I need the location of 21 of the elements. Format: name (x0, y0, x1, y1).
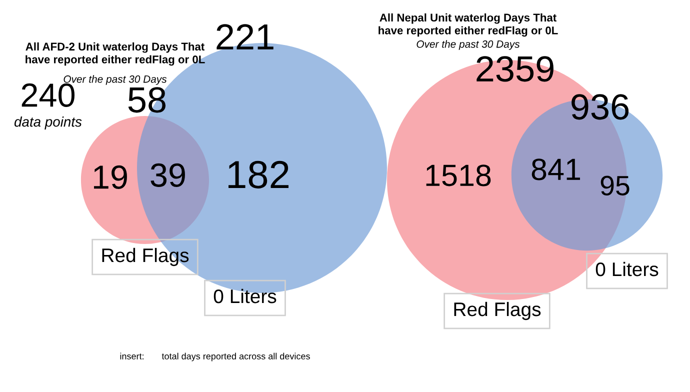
data-label: 936 (572, 94, 629, 120)
text: 1518 (426, 164, 491, 186)
text: 182 (228, 160, 288, 188)
category-label: 0 Liters (596, 262, 658, 276)
text: 841 (532, 158, 580, 180)
data-label: 221 (216, 24, 274, 50)
text: 240 (22, 83, 75, 107)
text: All AFD-2 Unit waterlog Days That have reported either redFlag or 0L (26, 42, 205, 66)
text: All Nepal Unit waterlog Days That have reported either redFlag or 0L (378, 13, 558, 37)
category-label: Red Flags (454, 302, 541, 320)
text: 39 (150, 163, 185, 187)
text: data points (14, 116, 82, 130)
text: Over the past 30 Days (416, 40, 520, 50)
text: 95 (600, 176, 630, 196)
category-label: Red Flags (102, 248, 189, 266)
data-label: 58 (128, 87, 166, 113)
data-label: 2359 (476, 56, 554, 82)
category-label: 0 Liters (214, 288, 276, 304)
text: total days reported across all devices (162, 352, 310, 362)
text: insert: (120, 352, 144, 360)
text: 19 (94, 165, 127, 189)
